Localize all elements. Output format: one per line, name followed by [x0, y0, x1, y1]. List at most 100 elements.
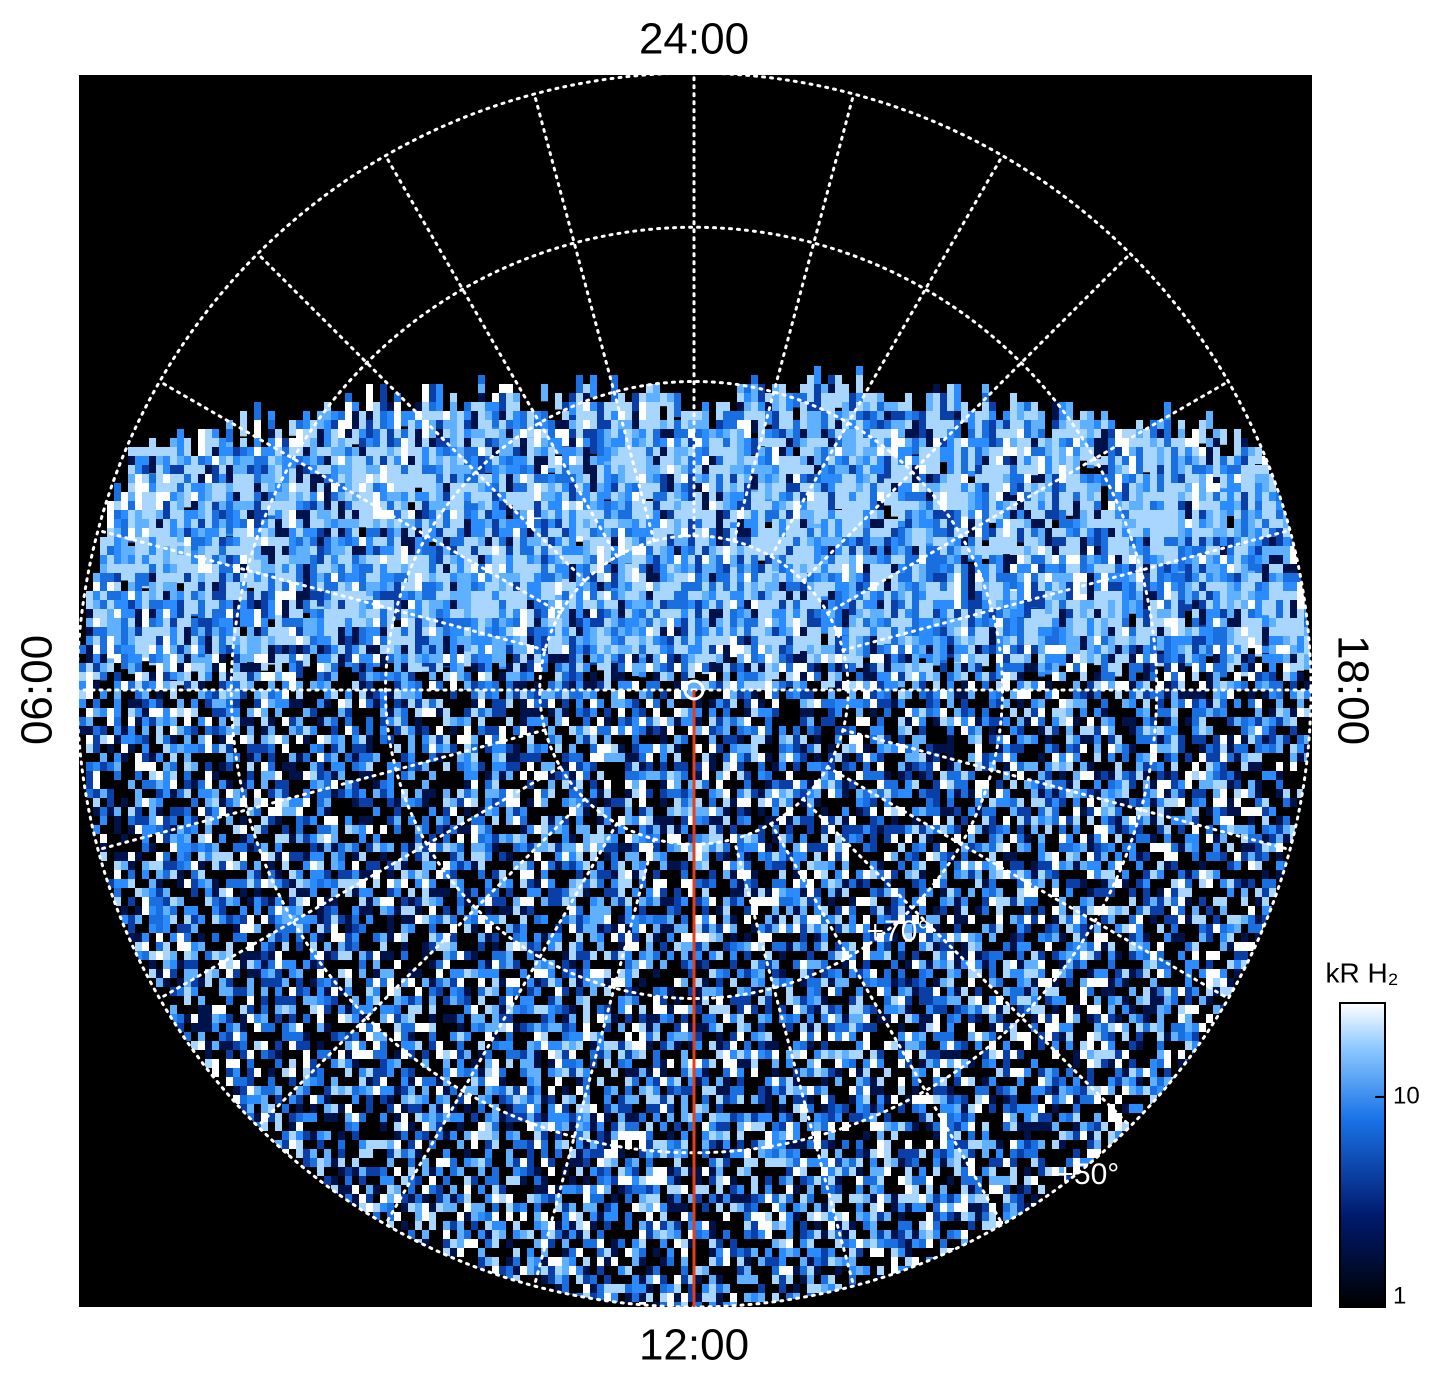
pixel	[863, 699, 870, 708]
pixel	[1234, 672, 1241, 681]
pixel	[128, 726, 135, 735]
pixel	[737, 735, 744, 744]
pixel	[933, 447, 940, 460]
pixel	[1171, 447, 1178, 464]
pixel	[996, 555, 1003, 575]
pixel	[723, 663, 730, 672]
pixel	[296, 420, 303, 436]
pixel	[961, 726, 968, 735]
pixel	[1080, 744, 1087, 753]
pixel	[744, 726, 751, 735]
pixel	[254, 744, 261, 753]
pixel	[359, 510, 366, 528]
pixel	[702, 726, 709, 735]
pixel	[198, 717, 205, 726]
pixel	[870, 708, 877, 717]
pixel	[758, 672, 765, 681]
pixel	[919, 663, 926, 672]
pixel	[1038, 456, 1045, 483]
pixel	[373, 645, 380, 654]
pixel	[317, 735, 324, 744]
pixel	[660, 663, 667, 672]
pixel	[898, 699, 905, 708]
pixel	[695, 456, 702, 473]
pixel	[1255, 645, 1262, 654]
pixel	[632, 663, 639, 672]
pixel	[289, 672, 296, 681]
pixel	[247, 753, 254, 762]
pixel	[310, 708, 317, 717]
pixel	[198, 429, 205, 463]
pixel	[653, 708, 660, 717]
pixel	[338, 744, 345, 753]
pixel	[786, 456, 793, 479]
pixel	[296, 735, 303, 744]
pixel	[310, 555, 317, 596]
pixel	[534, 717, 541, 726]
pixel	[814, 627, 821, 656]
pixel	[1164, 744, 1171, 753]
pixel	[324, 645, 331, 654]
pixel	[982, 492, 989, 541]
pixel	[632, 654, 639, 663]
pixel	[912, 735, 919, 744]
pixel	[1276, 717, 1283, 726]
pixel	[800, 699, 807, 708]
pixel	[156, 708, 163, 717]
pixel	[1241, 717, 1248, 726]
pixel	[107, 735, 114, 744]
pixel	[233, 708, 240, 717]
pixel	[114, 735, 121, 744]
pixel	[583, 717, 590, 726]
pixel	[765, 708, 772, 717]
pixel	[1276, 699, 1283, 708]
pixel	[597, 726, 604, 735]
pixel	[919, 672, 926, 681]
pixel	[261, 708, 268, 717]
pixel	[751, 735, 758, 744]
pixel	[947, 672, 954, 681]
pixel	[842, 753, 849, 762]
pixel	[527, 699, 534, 708]
pixel	[1185, 582, 1192, 605]
pixel	[1220, 429, 1227, 445]
pixel	[100, 708, 107, 717]
pixel	[639, 708, 646, 717]
pixel	[576, 645, 583, 654]
pixel	[772, 708, 779, 717]
pixel	[702, 753, 709, 762]
pixel	[93, 654, 100, 663]
pixel	[520, 645, 527, 654]
pixel	[576, 672, 583, 681]
pixel	[1290, 744, 1297, 753]
pixel	[205, 663, 212, 672]
pixel	[1213, 447, 1220, 477]
pixel	[1164, 735, 1171, 744]
pixel	[1052, 708, 1059, 717]
pixel	[744, 654, 751, 663]
pixel	[555, 393, 562, 410]
pixel	[870, 654, 877, 663]
pixel	[604, 447, 611, 462]
pixel	[184, 663, 191, 672]
pixel	[1129, 726, 1136, 735]
pixel	[786, 645, 793, 654]
pixel	[744, 717, 751, 726]
pixel	[562, 645, 569, 654]
pixel	[457, 645, 464, 654]
pixel	[1178, 447, 1185, 463]
pixel	[730, 429, 737, 443]
pixel	[1283, 663, 1290, 672]
pixel	[555, 708, 562, 717]
pixel	[359, 429, 366, 442]
pixel	[716, 717, 723, 726]
pixel	[1255, 663, 1262, 672]
pixel	[366, 744, 373, 753]
pixel	[758, 465, 765, 487]
pixel	[863, 753, 870, 762]
pixel	[583, 726, 590, 735]
pixel	[198, 663, 205, 672]
pixel	[940, 663, 947, 672]
pixel	[527, 744, 534, 753]
pixel	[254, 753, 261, 762]
